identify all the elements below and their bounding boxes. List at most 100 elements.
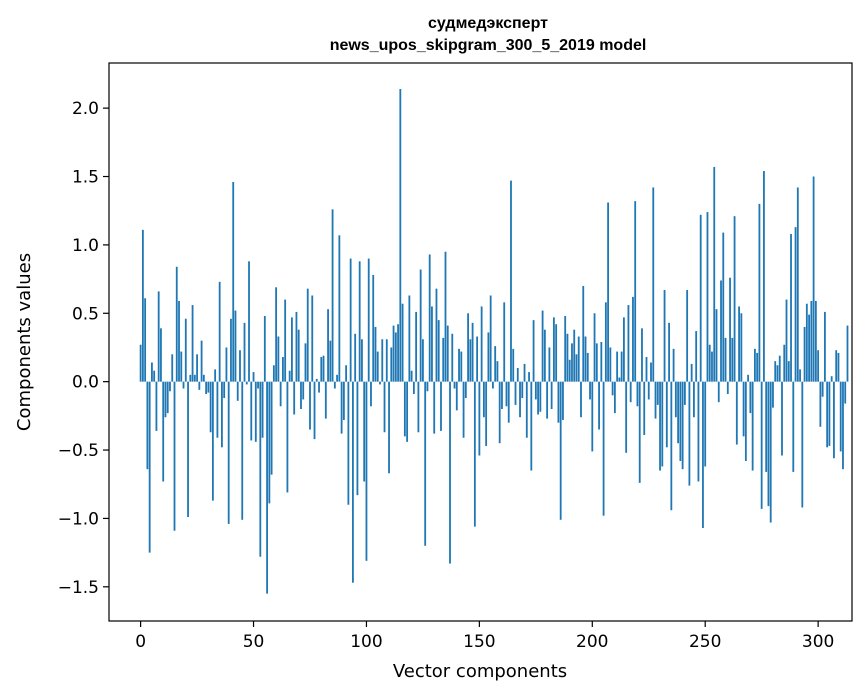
bar — [302, 381, 305, 400]
bar — [345, 365, 348, 382]
bar — [440, 381, 442, 431]
bar — [458, 348, 460, 382]
bar — [636, 381, 639, 407]
x-tick-label: 100 — [350, 632, 382, 652]
bar — [600, 342, 603, 382]
bar — [288, 370, 291, 382]
bar — [722, 232, 725, 382]
bar — [638, 381, 641, 483]
bar — [324, 381, 327, 419]
bar — [521, 381, 524, 399]
bar — [733, 216, 736, 382]
bar — [817, 350, 820, 382]
bar — [758, 203, 761, 382]
bar — [164, 381, 167, 418]
bar — [498, 381, 501, 444]
bar — [489, 295, 492, 382]
bar — [647, 381, 650, 400]
y-tick-label: 2.0 — [72, 99, 99, 119]
bar — [683, 381, 686, 405]
bar — [230, 318, 232, 382]
bar — [681, 381, 684, 470]
bar — [595, 343, 598, 382]
bar — [352, 381, 354, 583]
bar — [844, 381, 847, 404]
bar — [661, 381, 664, 467]
bar — [679, 381, 682, 461]
bar — [602, 381, 605, 516]
bar — [397, 324, 399, 382]
bar — [783, 344, 786, 382]
bar — [268, 381, 271, 504]
bar — [318, 381, 320, 393]
bar — [241, 381, 244, 520]
bar — [383, 381, 386, 433]
bar — [349, 258, 352, 382]
bar — [293, 381, 296, 415]
bar — [476, 336, 479, 382]
bar — [315, 378, 318, 382]
bar — [729, 277, 731, 382]
bar — [198, 381, 201, 390]
bar — [367, 258, 370, 382]
bar — [153, 370, 156, 382]
bar — [487, 332, 490, 382]
bar — [744, 381, 747, 461]
x-tick-label: 150 — [463, 632, 495, 652]
bar — [537, 381, 539, 415]
bar — [724, 337, 727, 382]
bar — [618, 377, 621, 382]
bar — [331, 209, 334, 382]
bar — [200, 340, 203, 382]
bar — [713, 166, 716, 382]
bar — [236, 381, 239, 401]
bar — [760, 381, 763, 509]
bar — [643, 381, 646, 435]
bar — [566, 333, 569, 382]
bar — [313, 381, 316, 440]
bar — [141, 229, 144, 382]
bar — [480, 306, 483, 382]
bar — [286, 381, 289, 493]
bar — [356, 381, 359, 496]
bar — [747, 374, 750, 382]
bar — [539, 381, 542, 412]
bar — [173, 381, 176, 531]
bar — [306, 288, 309, 382]
bar — [564, 316, 567, 382]
bar — [166, 381, 169, 414]
bar — [272, 365, 275, 382]
bar — [641, 328, 643, 382]
bar — [437, 320, 440, 382]
bar — [374, 326, 377, 382]
bar — [704, 381, 707, 467]
bar — [410, 370, 413, 382]
bar — [248, 261, 250, 382]
bar — [365, 381, 368, 561]
bar — [428, 254, 431, 382]
bar — [354, 333, 357, 382]
bar — [672, 348, 675, 382]
bar — [812, 176, 815, 382]
bar — [589, 381, 591, 400]
bar — [541, 310, 544, 382]
bar — [616, 351, 619, 382]
bar — [234, 310, 237, 382]
bar — [263, 316, 266, 382]
bar — [187, 381, 189, 518]
bar — [543, 329, 546, 382]
y-tick-label: 1.0 — [72, 236, 99, 256]
bar — [157, 291, 160, 382]
bar — [742, 381, 745, 437]
bar — [180, 351, 183, 382]
bar — [196, 354, 198, 382]
bar — [171, 354, 174, 382]
bar — [609, 347, 612, 382]
bar — [232, 181, 235, 382]
chart-subtitle: news_upos_skipgram_300_5_2019 model — [330, 37, 647, 54]
chart-title: судмедэксперт — [428, 15, 548, 32]
bar — [550, 381, 553, 410]
bar — [442, 337, 445, 382]
bar — [611, 381, 614, 396]
